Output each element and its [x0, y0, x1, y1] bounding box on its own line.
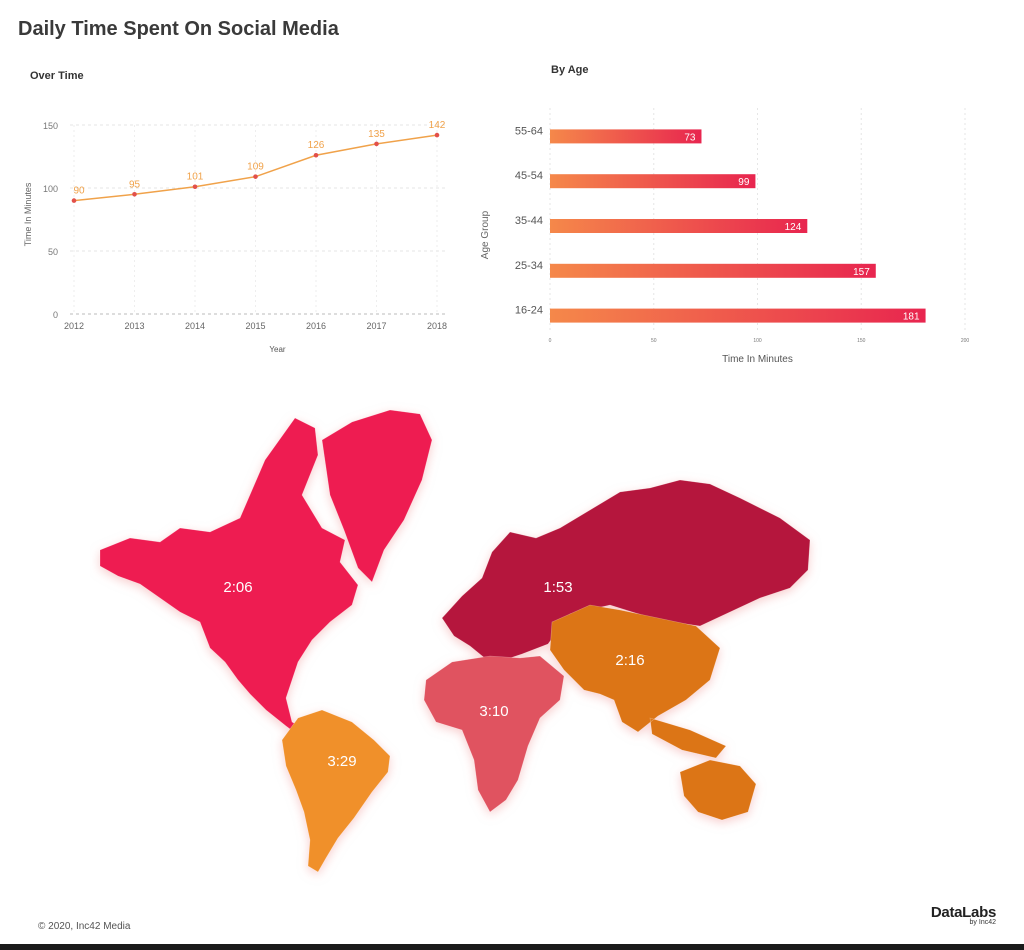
y-tick-label: 150: [43, 121, 58, 131]
brand-byline: by Inc42: [969, 919, 996, 926]
y-axis-title: Time In Minutes: [23, 182, 33, 246]
bar-chart: 0 50 100 150 200 Time In Minutes Age Group 55-6…: [480, 108, 970, 365]
x-tick-label: 2013: [124, 321, 144, 331]
y-tick-label: 100: [43, 184, 58, 194]
y-tick-label: 0: [53, 310, 58, 320]
line-chart: 0 50 100 150 2012 2013 2014 2015 2016 2017 2018 Yea…: [23, 120, 447, 354]
bar-chart-title: By Age: [551, 64, 589, 76]
data-point: [253, 174, 258, 179]
data-label: 101: [187, 172, 204, 183]
x-tick-label: 2015: [245, 321, 265, 331]
data-point: [374, 141, 379, 147]
bar-value-label: 181: [903, 312, 920, 323]
map-label-europe-russia: 1:53: [543, 579, 572, 596]
x-tick-label: 2017: [366, 321, 386, 331]
data-point: [434, 132, 440, 138]
map-label-latin-america: 3:29: [327, 753, 356, 770]
brand-logo: DataLabs by Inc42: [931, 904, 996, 926]
page-title: Daily Time Spent On Social Media: [18, 18, 339, 40]
y-tick-label: 55-64: [515, 125, 543, 137]
region-europe-russia: [441, 479, 811, 665]
x-tick-label: 2016: [306, 321, 326, 331]
bar: [550, 129, 702, 144]
y-tick-label: 16-24: [515, 305, 543, 317]
region-north-america: [99, 417, 359, 743]
bar: [550, 263, 876, 278]
data-label: 90: [73, 186, 85, 197]
y-tick-label: 35-44: [515, 215, 543, 227]
x-tick-label: 50: [651, 338, 657, 344]
x-tick-label: 0: [549, 338, 552, 344]
y-tick-label: 25-34: [515, 260, 543, 272]
data-label: 135: [368, 129, 385, 140]
data-point: [71, 198, 77, 203]
bar-value-label: 99: [738, 177, 750, 188]
region-africa-middle-east: [423, 655, 565, 813]
bar: [550, 174, 756, 189]
bar: [550, 308, 926, 323]
x-tick-label: 100: [753, 338, 762, 344]
bar-value-label: 157: [853, 267, 870, 278]
data-label: 126: [308, 140, 325, 151]
x-axis-title: Year: [269, 345, 286, 354]
region-latin-america: [281, 709, 391, 873]
bar-value-label: 124: [785, 222, 802, 233]
copyright-text: © 2020, Inc42 Media: [38, 921, 131, 932]
x-tick-label: 2018: [427, 321, 447, 331]
map-label-north-america: 2:06: [223, 579, 252, 596]
x-tick-label: 2012: [64, 321, 84, 331]
data-point: [313, 152, 319, 158]
y-axis-title: Age Group: [480, 210, 491, 259]
data-label: 109: [247, 162, 264, 173]
bottom-rule: [0, 944, 1024, 950]
x-tick-label: 200: [961, 338, 970, 344]
region-asia-pacific: [549, 604, 757, 821]
x-tick-label: 2014: [185, 321, 205, 331]
map-label-asia-pacific: 2:16: [615, 652, 644, 669]
brand-name: DataLabs: [930, 904, 996, 921]
data-point: [192, 184, 198, 190]
x-tick-label: 150: [857, 338, 866, 344]
x-axis-title: Time In Minutes: [722, 354, 793, 365]
data-label: 95: [129, 179, 141, 190]
data-point: [132, 192, 137, 197]
world-map: 2:06 1:53 2:16 3:10 3:29: [99, 409, 811, 873]
line-chart-title: Over Time: [30, 70, 84, 82]
y-tick-label: 45-54: [515, 170, 543, 182]
bar-value-label: 73: [684, 132, 696, 143]
y-tick-label: 50: [48, 247, 58, 257]
bar: [550, 219, 808, 233]
data-label: 142: [429, 120, 446, 131]
region-greenland: [321, 409, 433, 583]
map-label-africa-middle-east: 3:10: [479, 703, 508, 720]
